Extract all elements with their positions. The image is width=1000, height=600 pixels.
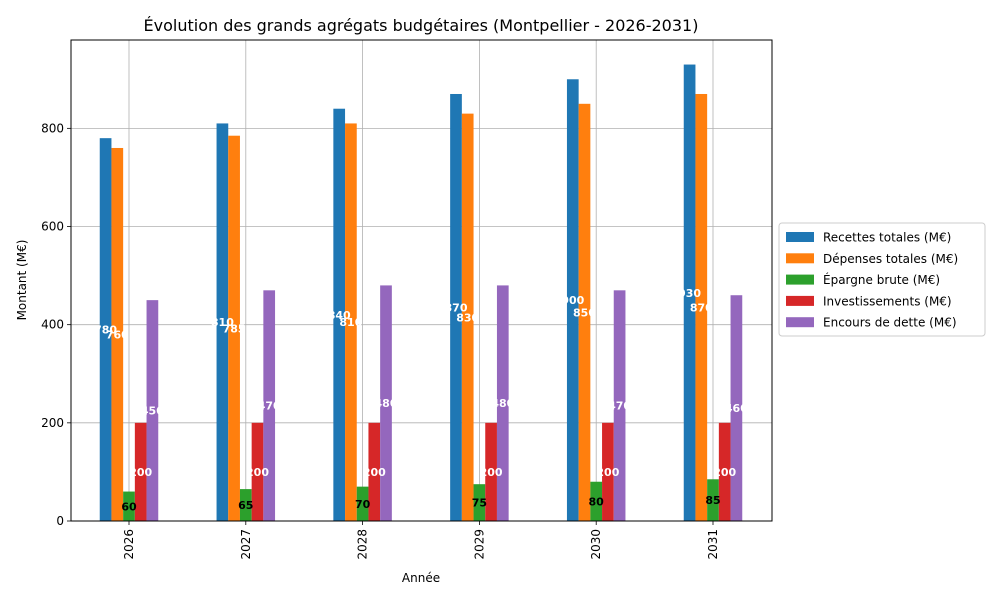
bar	[496, 285, 509, 521]
bar-value-label: 785	[223, 322, 246, 335]
bar-value-label: 780	[94, 324, 117, 337]
bar	[566, 79, 579, 521]
bar-value-label: 470	[258, 400, 281, 413]
bar	[380, 285, 392, 521]
bars	[99, 64, 743, 522]
bar-value-label: 80	[589, 495, 605, 508]
bar	[602, 422, 614, 521]
bar-value-label: 930	[678, 287, 701, 300]
plot-frame	[70, 39, 773, 522]
bar	[146, 300, 159, 521]
bar	[718, 422, 731, 521]
bar-value-label: 460	[725, 402, 748, 415]
bar	[216, 123, 229, 521]
bar-value-label: 840	[328, 309, 351, 322]
x-tick-label: 2031	[706, 529, 720, 560]
x-tick-label: 2028	[356, 529, 370, 560]
legend-label: Dépenses totales (M€)	[823, 252, 958, 266]
y-axis-label: Montant (M€)	[15, 240, 29, 321]
bar	[111, 147, 124, 521]
bar-value-label: 200	[480, 466, 503, 479]
bar-value-label: 870	[445, 301, 468, 314]
bar-value-label: 200	[246, 466, 269, 479]
bar	[123, 491, 135, 521]
y-tick-label: 0	[56, 514, 64, 528]
bar-value-label: 200	[363, 466, 386, 479]
bar-value-label: 200	[713, 466, 736, 479]
bar-value-label: 60	[121, 500, 137, 513]
legend-label: Recettes totales (M€)	[823, 231, 951, 245]
legend-swatch	[786, 274, 814, 285]
y-tick-label: 800	[41, 121, 64, 135]
bar-value-label: 870	[690, 301, 713, 314]
x-tick-label: 2027	[239, 529, 253, 560]
bar-value-label: 70	[355, 498, 371, 511]
axes: 0 200 400 600 800 2026 2027 2028 2029 2030 2031	[41, 121, 720, 559]
bar	[578, 103, 591, 521]
legend-swatch	[786, 253, 814, 264]
y-tick-label: 200	[41, 416, 64, 430]
x-axis-label: Année	[402, 571, 440, 585]
bar	[450, 93, 462, 521]
grid	[71, 40, 772, 522]
bar	[473, 484, 486, 521]
bar-value-label: 200	[129, 466, 152, 479]
legend-swatch	[786, 295, 814, 306]
bar	[613, 290, 626, 521]
x-tick-label: 2026	[122, 529, 136, 560]
bar	[251, 422, 264, 521]
bar	[707, 479, 719, 521]
bar	[228, 135, 240, 522]
bar-value-label: 450	[141, 405, 164, 418]
legend-swatch	[786, 232, 814, 242]
bar-value-label: 480	[491, 397, 514, 410]
bar-value-label: 900	[561, 294, 584, 307]
bar	[368, 422, 381, 521]
bar-value-label: 810	[211, 316, 234, 329]
chart-title: Évolution des grands agrégats budgétaire…	[144, 16, 699, 35]
bar-value-label: 75	[472, 497, 487, 510]
bar	[99, 138, 112, 521]
legend-label: Investissements (M€)	[823, 294, 952, 308]
bar	[356, 486, 369, 521]
y-tick-label: 400	[41, 318, 64, 332]
bar	[730, 295, 743, 521]
x-tick-label: 2029	[472, 529, 486, 560]
bar	[134, 422, 147, 521]
bar	[695, 93, 708, 521]
bar-value-label: 480	[375, 397, 398, 410]
bar	[461, 113, 474, 522]
legend-swatch	[786, 317, 814, 328]
bar-value-label: 830	[456, 311, 479, 324]
bar	[333, 108, 346, 521]
bar	[263, 290, 276, 521]
bar-value-label: 760	[106, 328, 129, 341]
bar	[485, 422, 497, 521]
bar-value-label: 85	[705, 494, 720, 507]
bar	[345, 123, 357, 521]
bar-value-label: 470	[608, 400, 631, 413]
y-tick-label: 600	[41, 220, 64, 234]
legend-label: Encours de dette (M€)	[823, 316, 957, 330]
bar-value-label: 65	[238, 499, 253, 512]
legend-box	[778, 222, 986, 337]
bar-value-label: 850	[573, 306, 596, 319]
bar	[239, 489, 252, 521]
bar-value-label: 200	[596, 466, 619, 479]
bar-value-label: 810	[339, 316, 362, 329]
bar	[683, 64, 696, 521]
legend-label: Épargne brute (M€)	[823, 272, 940, 287]
x-tick-label: 2030	[589, 529, 603, 560]
legend: Recettes totales (M€) Dépenses totales (M…	[778, 222, 986, 337]
bar	[590, 481, 603, 521]
